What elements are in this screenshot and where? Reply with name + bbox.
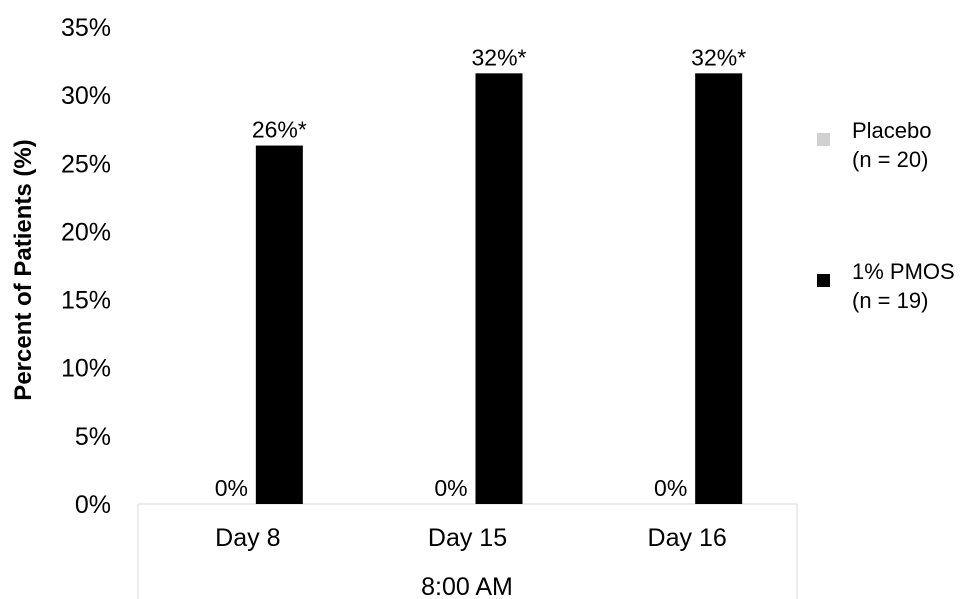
legend-swatch	[817, 274, 830, 287]
y-axis-ticks: 0% 5% 10% 15% 20% 25% 30% 35%	[61, 14, 111, 519]
bar	[255, 145, 303, 504]
data-label: 26%*	[252, 117, 307, 143]
data-label: 0%	[215, 475, 248, 501]
y-tick-label: 30%	[61, 82, 111, 110]
legend-label: (n = 20)	[852, 147, 928, 172]
y-tick-label: 10%	[61, 355, 111, 383]
x-axis-group-label: 8:00 AM	[421, 573, 513, 599]
y-tick-label: 20%	[61, 218, 111, 246]
y-tick-label: 15%	[61, 287, 111, 315]
bar	[695, 73, 743, 504]
y-tick-label: 5%	[75, 423, 111, 451]
legend-label: (n = 19)	[852, 288, 928, 313]
bar	[475, 73, 523, 504]
y-tick-label: 0%	[75, 491, 111, 519]
y-axis-title: Percent of Patients (%)	[10, 139, 37, 400]
x-axis-category-box	[137, 503, 798, 599]
legend-swatch	[817, 133, 830, 146]
category-label: Day 8	[215, 524, 280, 552]
category-label: Day 16	[648, 524, 727, 552]
bars: 0% 26%* 0% 32%* 0% 32%*	[215, 44, 746, 504]
legend-label: Placebo	[852, 118, 932, 143]
data-label: 0%	[434, 475, 467, 501]
category-labels: Day 8 Day 15 Day 16	[215, 524, 727, 552]
legend-label: 1% PMOS	[852, 259, 955, 284]
legend: Placebo (n = 20) 1% PMOS (n = 19)	[817, 118, 955, 313]
data-label: 32%*	[691, 44, 746, 70]
category-label: Day 15	[428, 524, 507, 552]
y-tick-label: 35%	[61, 14, 111, 42]
data-label: 32%*	[472, 44, 527, 70]
data-label: 0%	[654, 475, 687, 501]
y-tick-label: 25%	[61, 150, 111, 178]
